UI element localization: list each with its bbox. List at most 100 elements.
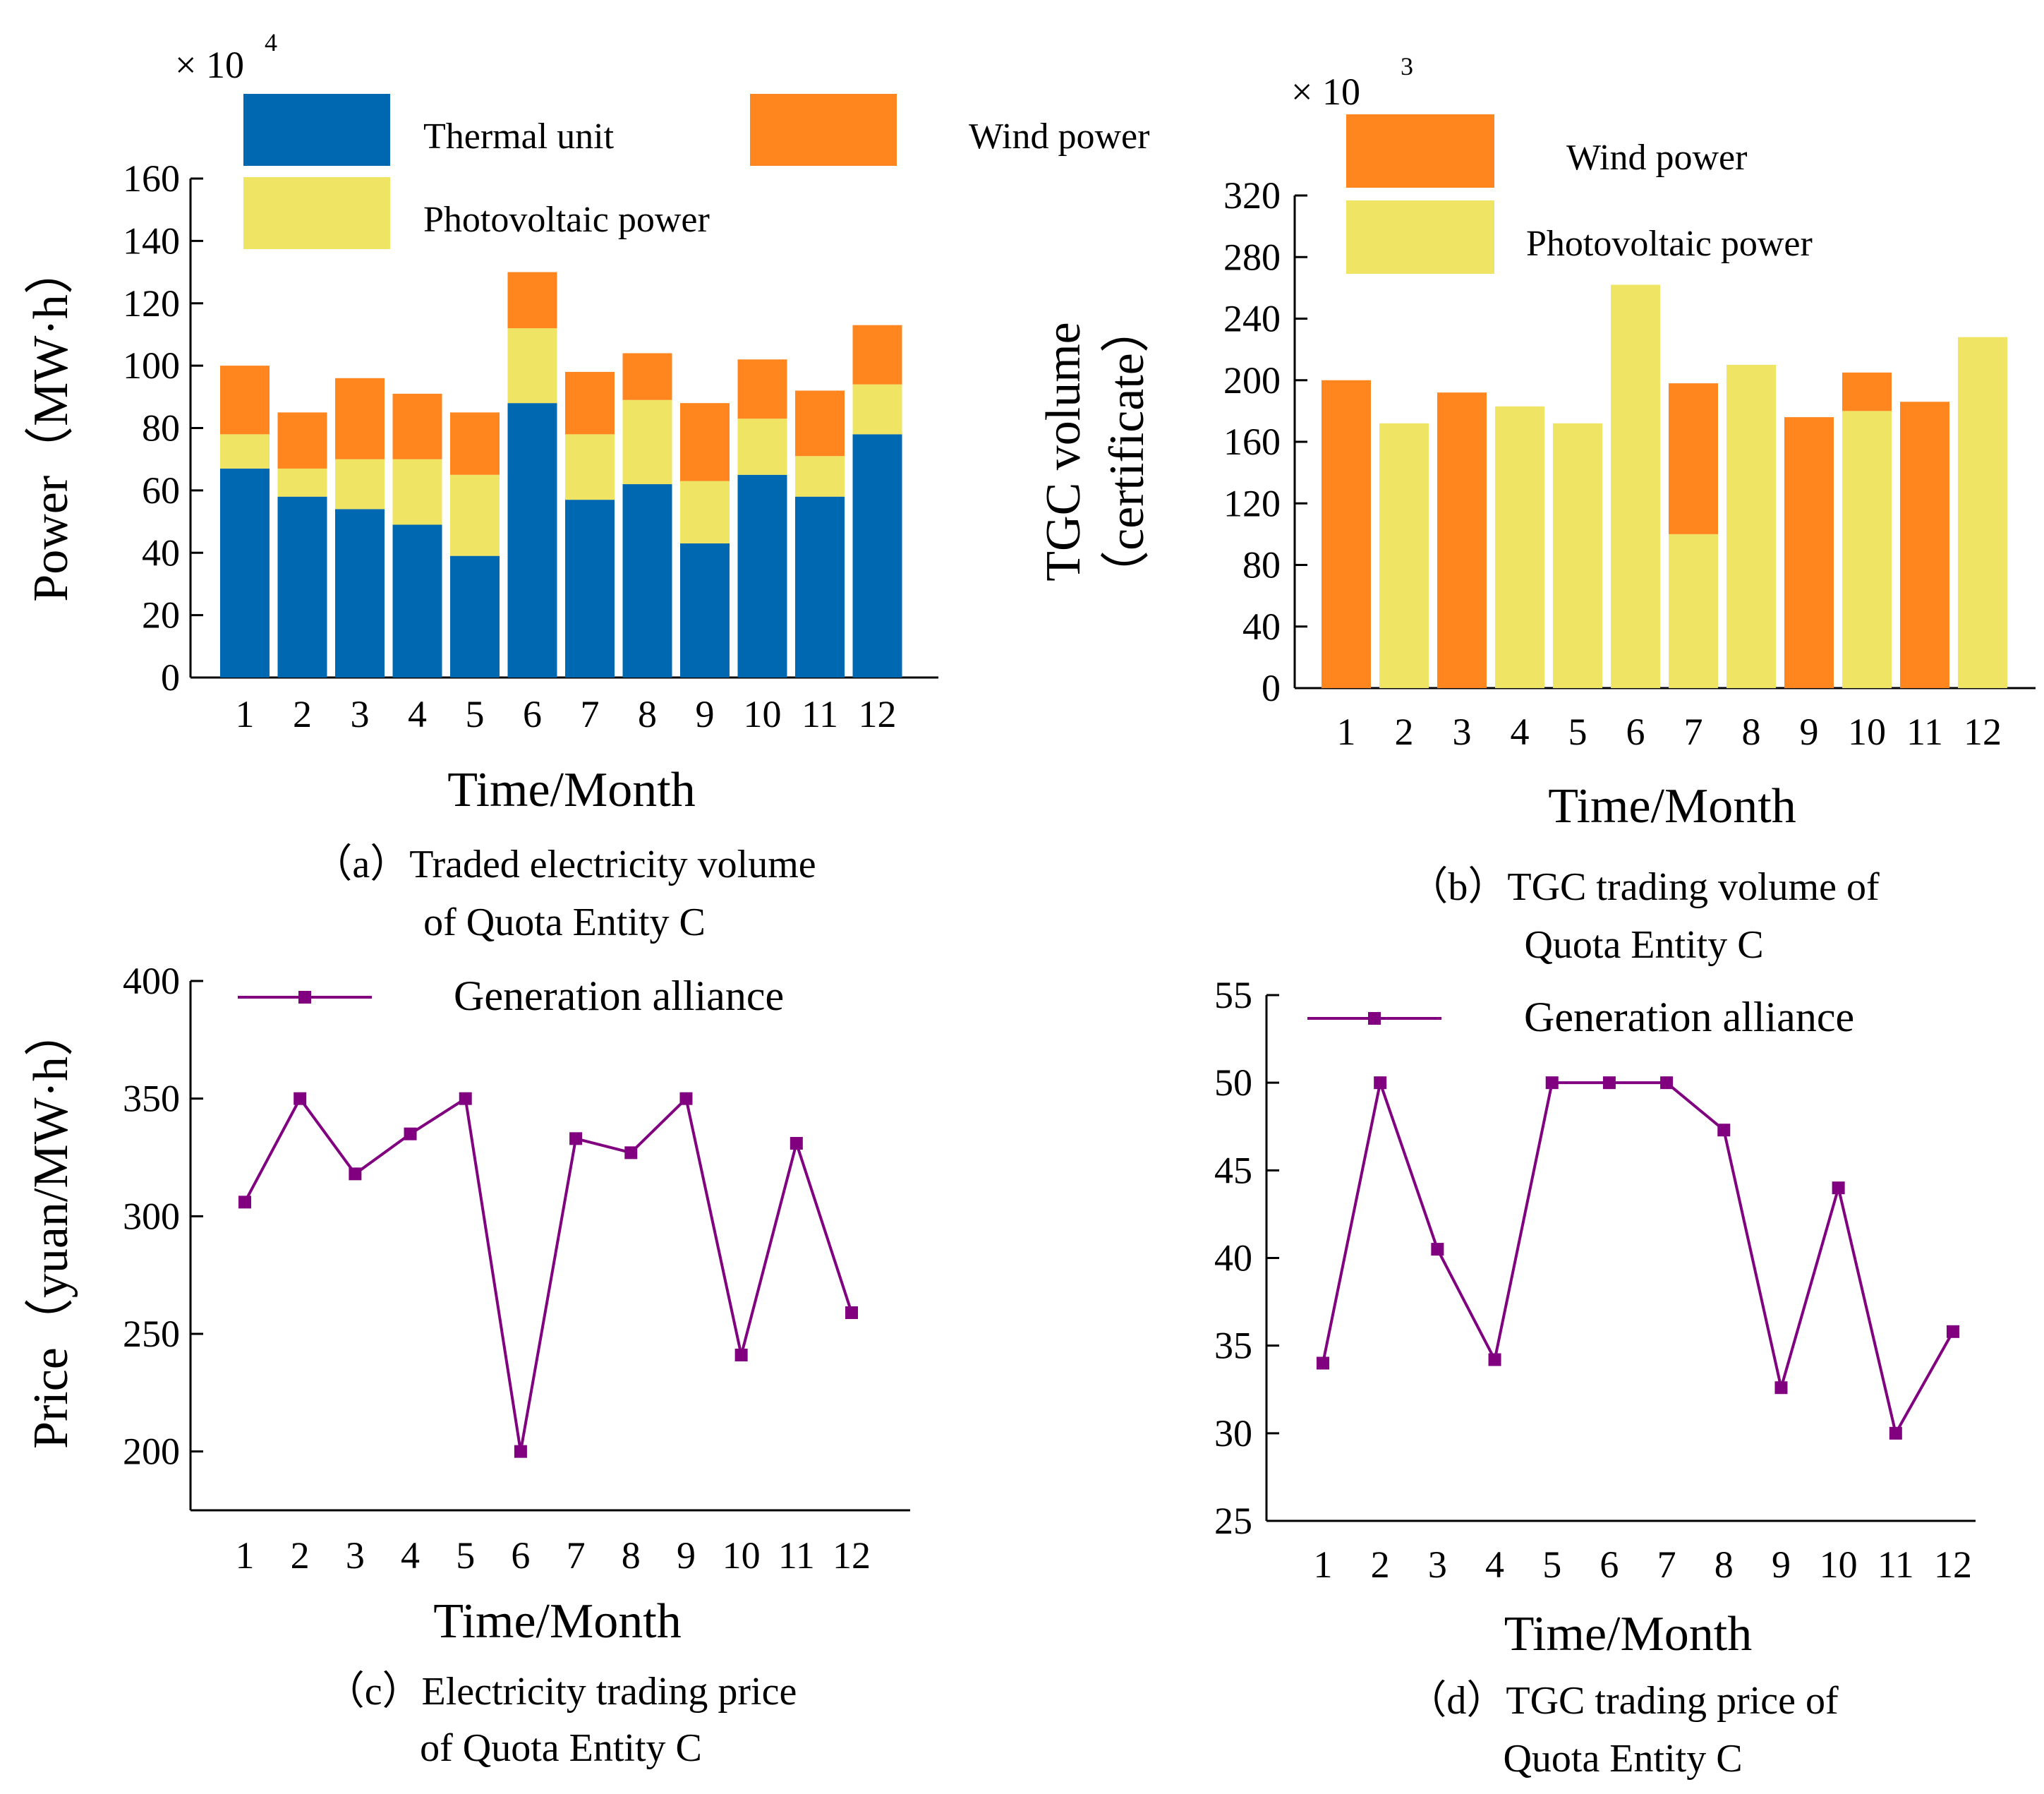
- x-tick-label: 10: [1820, 1543, 1858, 1586]
- x-tick-label: 8: [1715, 1543, 1734, 1586]
- y-tick-label: 25: [1214, 1500, 1252, 1542]
- caption-line-1: （d）TGC trading price of: [1407, 1679, 1839, 1723]
- x-tick-label: 7: [1684, 711, 1703, 753]
- data-point-month-2: [1374, 1076, 1387, 1090]
- data-point-month-7: [1660, 1076, 1674, 1090]
- bar-thermal-month-8: [622, 484, 672, 678]
- bar-wind-month-5: [450, 412, 500, 475]
- y-tick-label: 30: [1214, 1412, 1252, 1455]
- y-tick-label: 20: [142, 594, 180, 637]
- bar-pv-month-5: [450, 474, 500, 556]
- y-tick-label: 120: [1223, 482, 1281, 524]
- y-tick-label: 350: [123, 1078, 180, 1120]
- bar-wind-month-7: [1669, 383, 1718, 534]
- x-tick-label: 5: [1542, 1543, 1561, 1586]
- legend-label: Generation alliance: [1524, 994, 1854, 1040]
- bar-pv-month-8: [622, 399, 672, 485]
- data-point-month-2: [294, 1092, 307, 1105]
- y-tick-label: 100: [123, 344, 180, 387]
- x-tick-label: 1: [236, 1534, 255, 1577]
- y-tick-label: 50: [1214, 1061, 1252, 1104]
- x-tick-label: 11: [802, 693, 838, 735]
- series-line-generation-alliance: [243, 1095, 853, 1452]
- bar-pv-month-5: [1553, 423, 1602, 688]
- x-tick-label: 7: [567, 1534, 586, 1577]
- y-axis-title-line-2: （certificate）: [1100, 303, 1154, 600]
- bar-pv-month-8: [1726, 364, 1776, 688]
- caption-line-2: Quota Entity C: [1503, 1737, 1742, 1781]
- x-tick-label: 6: [1626, 711, 1645, 753]
- y-tick-label: 120: [123, 282, 180, 325]
- legend-label: Wind power: [969, 116, 1149, 157]
- bar-pv-month-6: [1611, 284, 1660, 688]
- y-tick-label: 300: [123, 1195, 180, 1237]
- bar-thermal-month-6: [507, 403, 557, 678]
- x-tick-label: 2: [291, 1534, 310, 1577]
- y-tick-label: 80: [1242, 544, 1281, 586]
- bar-wind-month-2: [277, 412, 327, 469]
- bar-thermal-month-9: [680, 543, 730, 678]
- y-tick-label: 400: [123, 960, 180, 1002]
- bar-wind-month-3: [335, 378, 385, 459]
- bar-wind-month-7: [565, 371, 615, 435]
- x-tick-label: 2: [1395, 711, 1414, 753]
- bar-wind-month-11: [795, 390, 845, 457]
- bar-thermal-month-1: [220, 468, 270, 678]
- x-tick-label: 10: [1848, 711, 1886, 753]
- x-tick-label: 12: [859, 693, 897, 735]
- y-axis-title: Power（MW·h）: [24, 245, 78, 601]
- x-tick-label: 5: [456, 1534, 475, 1577]
- caption-line-2: of Quota Entity C: [423, 901, 706, 944]
- y-axis-title: Price（yuan/MW·h）: [24, 1007, 78, 1449]
- y-tick-label: 200: [123, 1431, 180, 1473]
- y-tick-label: 160: [1223, 421, 1281, 463]
- bar-pv-month-3: [335, 459, 385, 510]
- bar-pv-month-2: [277, 468, 327, 497]
- x-tick-label: 7: [581, 693, 600, 735]
- bar-pv-month-10: [1842, 411, 1892, 688]
- data-point-month-5: [459, 1092, 472, 1105]
- y-tick-label: 280: [1223, 236, 1281, 278]
- x-tick-label: 12: [1934, 1543, 1972, 1586]
- y-tick-label: 55: [1214, 974, 1252, 1016]
- bar-pv-month-9: [680, 481, 730, 543]
- x-tick-label: 6: [511, 1534, 530, 1577]
- y-axis-title-line-1: TGC volume: [1036, 322, 1091, 581]
- x-tick-label: 2: [1371, 1543, 1390, 1586]
- bar-thermal-month-5: [450, 555, 500, 678]
- y-tick-label: 45: [1214, 1149, 1252, 1191]
- series-line-generation-alliance: [1322, 1077, 1954, 1438]
- bar-thermal-month-10: [737, 474, 787, 678]
- x-tick-label: 8: [1742, 711, 1761, 753]
- bar-pv-month-7: [565, 434, 615, 500]
- bar-wind-month-12: [852, 325, 902, 385]
- x-tick-label: 11: [1906, 711, 1943, 753]
- data-point-month-12: [845, 1306, 858, 1319]
- y-tick-label: 160: [123, 157, 180, 200]
- data-point-month-6: [514, 1445, 527, 1458]
- x-tick-label: 4: [1511, 711, 1530, 753]
- data-point-month-8: [1717, 1124, 1731, 1137]
- bar-wind-month-10: [737, 359, 787, 419]
- legend-swatch-pv: [1346, 200, 1494, 274]
- bar-wind-month-9: [680, 403, 730, 481]
- bar-pv-month-12: [852, 384, 902, 435]
- x-tick-label: 1: [236, 693, 255, 735]
- y-tick-label: 60: [142, 469, 180, 512]
- x-tick-label: 8: [622, 1534, 641, 1577]
- legend-label: Generation alliance: [454, 973, 784, 1019]
- y-tick-label: 40: [142, 531, 180, 574]
- x-tick-label: 2: [293, 693, 312, 735]
- x-tick-label: 4: [401, 1534, 420, 1577]
- caption-line-2: Quota Entity C: [1524, 923, 1763, 967]
- data-point-month-8: [624, 1146, 638, 1160]
- x-axis-title: Time/Month: [1504, 1607, 1752, 1661]
- bar-thermal-month-2: [277, 496, 327, 678]
- bar-pv-month-2: [1379, 423, 1429, 688]
- data-point-month-9: [1774, 1381, 1788, 1395]
- x-tick-label: 8: [638, 693, 657, 735]
- axis-multiplier-exponent: 3: [1401, 52, 1413, 80]
- bar-pv-month-4: [1495, 406, 1544, 688]
